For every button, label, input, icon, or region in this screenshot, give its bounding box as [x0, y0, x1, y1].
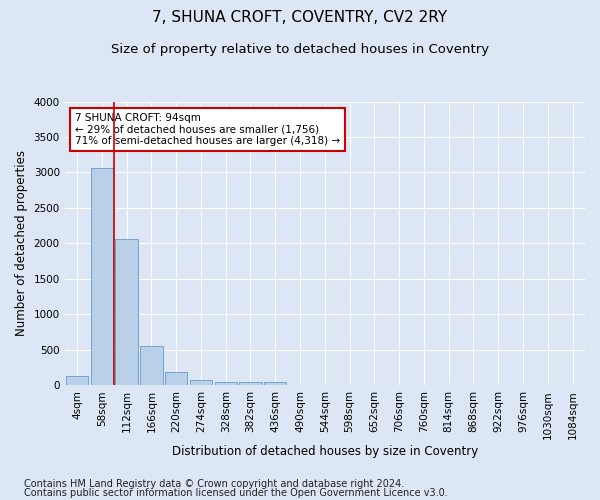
- Bar: [115, 239, 138, 386]
- Bar: [66, 376, 88, 386]
- X-axis label: Distribution of detached houses by size in Coventry: Distribution of detached houses by size …: [172, 444, 478, 458]
- Bar: [165, 372, 187, 386]
- Text: 7 SHUNA CROFT: 94sqm
← 29% of detached houses are smaller (1,756)
71% of semi-de: 7 SHUNA CROFT: 94sqm ← 29% of detached h…: [75, 113, 340, 146]
- Bar: [91, 168, 113, 386]
- Bar: [190, 380, 212, 386]
- Y-axis label: Number of detached properties: Number of detached properties: [15, 150, 28, 336]
- Bar: [239, 382, 262, 386]
- Text: Contains HM Land Registry data © Crown copyright and database right 2024.: Contains HM Land Registry data © Crown c…: [24, 479, 404, 489]
- Bar: [215, 382, 237, 386]
- Bar: [264, 382, 286, 386]
- Text: Size of property relative to detached houses in Coventry: Size of property relative to detached ho…: [111, 42, 489, 56]
- Text: 7, SHUNA CROFT, COVENTRY, CV2 2RY: 7, SHUNA CROFT, COVENTRY, CV2 2RY: [152, 10, 448, 25]
- Text: Contains public sector information licensed under the Open Government Licence v3: Contains public sector information licen…: [24, 488, 448, 498]
- Bar: [140, 346, 163, 386]
